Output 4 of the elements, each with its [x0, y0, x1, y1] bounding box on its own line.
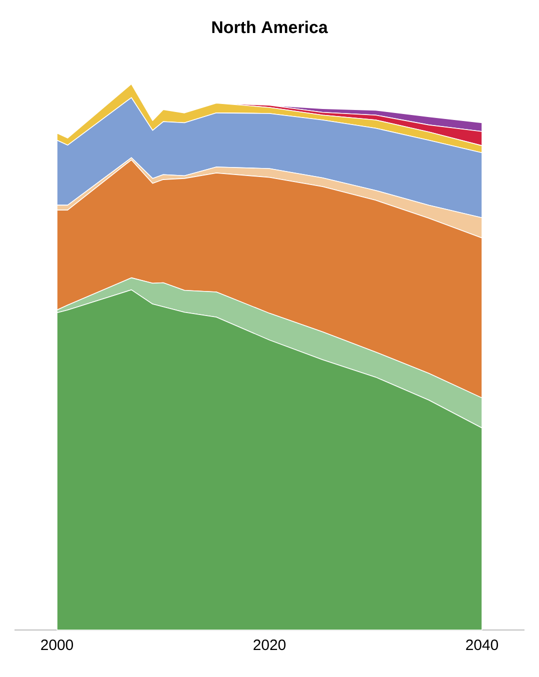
- x-tick-label: 2000: [41, 640, 74, 650]
- chart-title: North America: [212, 20, 328, 34]
- x-tick-label: 2020: [254, 640, 286, 650]
- x-tick-label: 2040: [466, 640, 498, 650]
